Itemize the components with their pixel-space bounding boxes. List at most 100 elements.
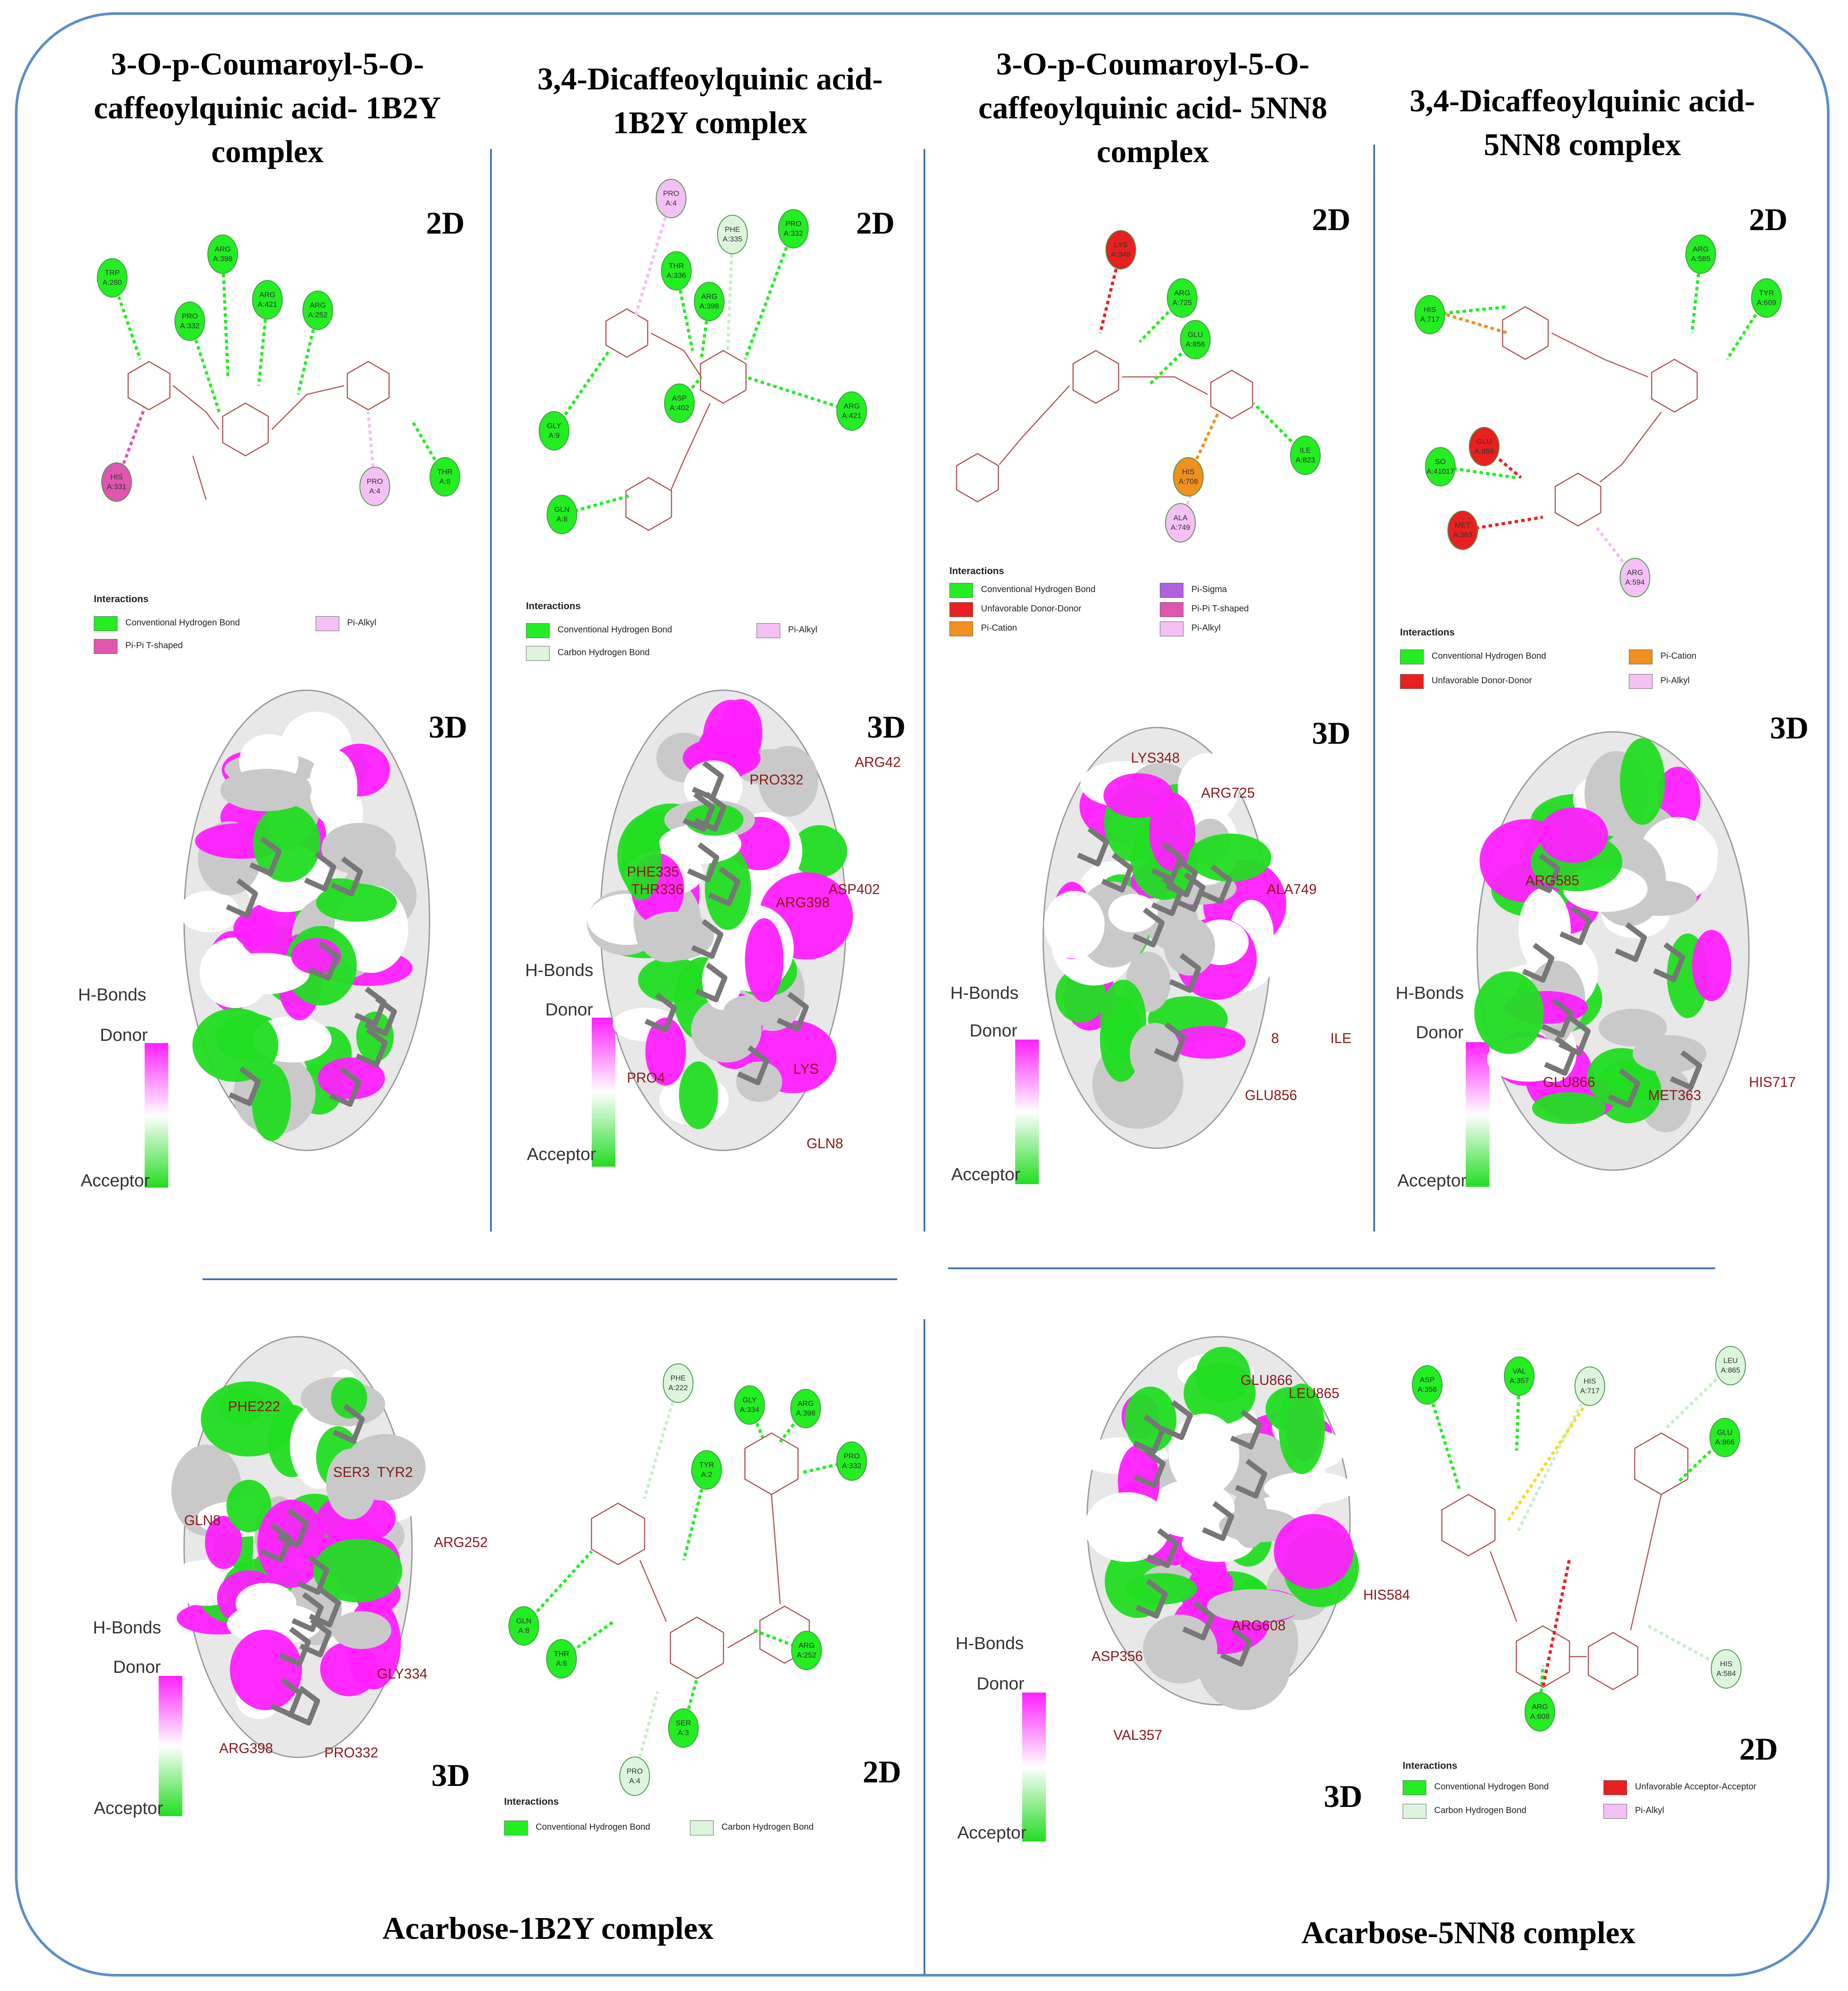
ligand-bond [670, 1616, 724, 1679]
residue-label: A:608 [1530, 1712, 1549, 1721]
residue-label: A:398 [796, 1409, 815, 1417]
residue-label: SO [1435, 458, 1446, 466]
residue-3d-label: LYS [793, 1061, 819, 1077]
residue-3d-label: 8 [1271, 1030, 1279, 1046]
ligand-bond [347, 361, 390, 411]
label-3d: 3D [429, 710, 467, 745]
residue-label: GLY [743, 1396, 757, 1404]
residue-label: A:421 [258, 300, 277, 309]
ligand-stick [288, 1686, 320, 1726]
residue-3d-label: PRO332 [750, 772, 803, 788]
ligand-stick [1135, 1579, 1168, 1619]
residue-label: A:866 [1715, 1438, 1734, 1446]
interaction-legend: Interactions Conventional Hydrogen Bond … [1400, 627, 1716, 697]
ligand-stick [331, 856, 363, 897]
residue-3d-label: ARG585 [1525, 873, 1579, 888]
surface-3d [1042, 727, 1286, 1149]
residue-label: ARG [1693, 245, 1709, 253]
residue-label: HIS [1720, 1660, 1732, 1668]
residue-label: PRO [663, 189, 679, 198]
residue-label: A:348 [1111, 250, 1130, 259]
residue-label: A:332 [180, 322, 199, 330]
residue-label: A:717 [1420, 315, 1439, 323]
ligand-stick [708, 866, 741, 906]
surface-3d [166, 1336, 427, 1758]
residue-label: ASP [1420, 1376, 1435, 1384]
residue-label: ILE [1300, 446, 1311, 454]
residue-node: ARG A:252 [302, 291, 333, 330]
ligand-2d-diagram: PHEA:222GLYA:334ARGA:398TYRA:2PROA:332GL… [508, 1363, 867, 1796]
residue-3d-label: VAL357 [1113, 1727, 1162, 1743]
ligand-bond [1072, 350, 1119, 404]
residue-label: A:398 [213, 255, 232, 263]
ligand-stick [1154, 1022, 1187, 1062]
divider [1373, 145, 1375, 1232]
residue-3d-label: ARG725 [1201, 785, 1255, 801]
residue-label: A:398 [700, 302, 719, 310]
residue-3d-label: PRO4 [627, 1070, 665, 1086]
residue-label: A:356 [1418, 1385, 1437, 1394]
divider [490, 149, 492, 1232]
interaction-line [744, 375, 853, 413]
ligand-stick [259, 1523, 292, 1563]
residue-label: GLU [1188, 330, 1203, 339]
residue-label: A:6 [439, 477, 451, 486]
interaction-legend: Interactions Conventional Hydrogen Bond … [94, 593, 401, 664]
residue-label: GLU [1477, 437, 1492, 446]
residue-label: A:2 [701, 1470, 712, 1479]
ligand-stick [1670, 1050, 1702, 1090]
interaction-line [1515, 1376, 1521, 1451]
ligand-bond [1210, 369, 1253, 419]
residue-label: A:8 [556, 515, 568, 523]
residue-node: MET A:363 [1447, 511, 1478, 550]
ligand-stick [1101, 852, 1134, 893]
interaction-line [410, 420, 447, 478]
residue-label: GLN [554, 505, 570, 514]
residue-label: ARG [798, 1399, 814, 1408]
ligand-stick [1608, 1068, 1641, 1108]
residue-label: A:6 [556, 1659, 567, 1668]
surface-3d [1075, 1336, 1359, 1711]
residue-label: A:252 [797, 1651, 816, 1659]
label-3d: 3D [867, 710, 906, 745]
ligand-stick [1161, 1400, 1193, 1440]
residue-label: A:866 [1475, 447, 1494, 455]
residue-label: A:402 [670, 404, 689, 412]
interaction-line [634, 198, 673, 316]
residue-3d-label: PHE222 [228, 1398, 280, 1414]
ligand-stick [332, 1404, 365, 1444]
label-2d: 2D [1312, 202, 1350, 237]
ligand-stick [1169, 953, 1201, 993]
ligand-bond [956, 453, 999, 503]
divider [924, 149, 925, 1232]
ligand-stick [1133, 1448, 1166, 1488]
surface-3d [1474, 731, 1750, 1171]
ligand-stick [249, 836, 282, 877]
residue-label: A:8 [518, 1626, 530, 1635]
interaction-legend: Interactions Conventional Hydrogen Bond … [1403, 1760, 1756, 1830]
residue-3d-label: HIS584 [1363, 1587, 1410, 1603]
interaction-line [1541, 1560, 1571, 1688]
interaction-line [1677, 1436, 1726, 1483]
residue-3d-label: ARG608 [1232, 1618, 1286, 1633]
residue-label: ARG [259, 291, 276, 299]
panel-title: Acarbose-1B2Y complex [382, 1911, 714, 1946]
residue-label: A:3 [678, 1728, 689, 1737]
residue-label: A:4 [665, 199, 677, 207]
interaction-line [1507, 1402, 1588, 1522]
ligand-stick [1200, 864, 1232, 905]
interaction-line [1425, 1384, 1461, 1491]
ligand-stick [270, 1677, 302, 1718]
